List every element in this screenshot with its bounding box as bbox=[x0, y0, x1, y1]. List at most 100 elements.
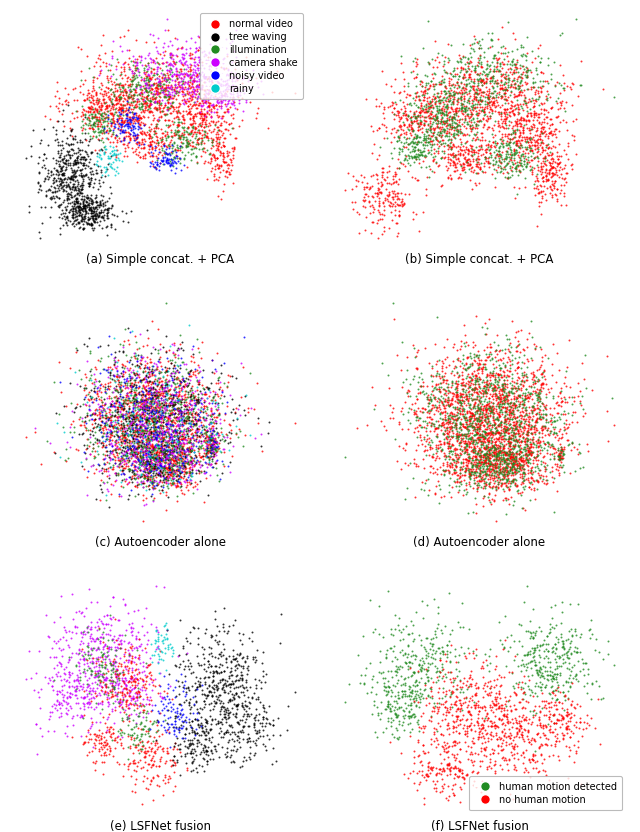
Point bbox=[558, 713, 568, 726]
Point bbox=[496, 67, 506, 81]
Point bbox=[456, 389, 466, 403]
Point bbox=[495, 64, 506, 77]
Point bbox=[564, 333, 574, 346]
Point bbox=[136, 374, 147, 387]
Point bbox=[533, 402, 543, 415]
Point bbox=[444, 359, 454, 372]
Point bbox=[233, 726, 243, 739]
Point bbox=[132, 447, 142, 460]
Point bbox=[536, 469, 546, 483]
Point bbox=[148, 771, 158, 785]
Point bbox=[210, 443, 220, 456]
Point bbox=[437, 48, 447, 62]
Point bbox=[439, 116, 449, 130]
Point bbox=[415, 755, 426, 769]
Point bbox=[154, 428, 164, 442]
Point bbox=[194, 658, 204, 671]
Point bbox=[79, 445, 89, 458]
Point bbox=[148, 415, 159, 428]
Point bbox=[448, 111, 458, 124]
Point bbox=[67, 711, 77, 725]
Point bbox=[470, 371, 480, 384]
Point bbox=[495, 453, 506, 467]
Point bbox=[494, 418, 504, 431]
Point bbox=[93, 210, 103, 223]
Point bbox=[213, 69, 223, 82]
Point bbox=[161, 363, 172, 376]
Point bbox=[155, 446, 165, 459]
Point bbox=[532, 175, 543, 188]
Point bbox=[170, 395, 180, 409]
Point bbox=[124, 91, 134, 104]
Point bbox=[220, 711, 230, 724]
Point bbox=[373, 176, 383, 190]
Point bbox=[484, 418, 494, 431]
Point bbox=[508, 147, 518, 161]
Point bbox=[207, 419, 217, 433]
Point bbox=[357, 175, 367, 188]
Point bbox=[243, 405, 253, 418]
Point bbox=[194, 67, 204, 80]
Point bbox=[533, 436, 543, 449]
Point bbox=[152, 360, 163, 374]
Point bbox=[84, 331, 94, 344]
Point bbox=[159, 380, 170, 394]
Point bbox=[468, 778, 478, 791]
Point bbox=[164, 443, 174, 457]
Point bbox=[140, 103, 150, 116]
Point bbox=[184, 716, 194, 729]
Point bbox=[438, 728, 448, 741]
Point bbox=[131, 349, 141, 362]
Point bbox=[488, 439, 498, 453]
Point bbox=[209, 167, 220, 181]
Point bbox=[152, 725, 163, 738]
Point bbox=[84, 661, 94, 675]
Point bbox=[460, 444, 470, 458]
Point bbox=[487, 382, 497, 395]
Point bbox=[161, 465, 171, 478]
Point bbox=[508, 148, 518, 161]
Point bbox=[144, 374, 154, 388]
Point bbox=[115, 126, 125, 140]
Point bbox=[442, 114, 452, 127]
Point bbox=[72, 210, 83, 223]
Point bbox=[157, 434, 168, 448]
Point bbox=[97, 463, 107, 477]
Point bbox=[139, 380, 149, 394]
Point bbox=[454, 429, 464, 443]
Point bbox=[452, 468, 462, 482]
Point bbox=[173, 721, 184, 735]
Point bbox=[467, 420, 477, 433]
Point bbox=[435, 406, 445, 419]
Point bbox=[553, 714, 563, 727]
Point bbox=[449, 361, 459, 374]
Point bbox=[479, 51, 489, 64]
Point bbox=[513, 424, 523, 438]
Point bbox=[195, 391, 205, 404]
Point bbox=[554, 695, 564, 708]
Point bbox=[451, 656, 461, 669]
Point bbox=[458, 463, 468, 476]
Point bbox=[435, 763, 445, 776]
Point bbox=[89, 116, 99, 129]
Point bbox=[490, 422, 500, 435]
Point bbox=[452, 79, 463, 92]
Point bbox=[155, 79, 165, 92]
Point bbox=[190, 475, 200, 488]
Point bbox=[444, 171, 454, 185]
Point bbox=[498, 400, 508, 414]
Point bbox=[520, 676, 530, 690]
Point bbox=[465, 90, 476, 103]
Point bbox=[490, 660, 500, 673]
Point bbox=[150, 403, 161, 416]
Point bbox=[62, 698, 72, 711]
Point bbox=[144, 99, 154, 112]
Point bbox=[145, 459, 156, 473]
Point bbox=[571, 147, 581, 161]
Point bbox=[192, 422, 202, 435]
Point bbox=[172, 105, 182, 118]
Point bbox=[444, 486, 454, 499]
Point bbox=[115, 451, 125, 464]
Point bbox=[399, 672, 409, 686]
Point bbox=[184, 435, 194, 448]
